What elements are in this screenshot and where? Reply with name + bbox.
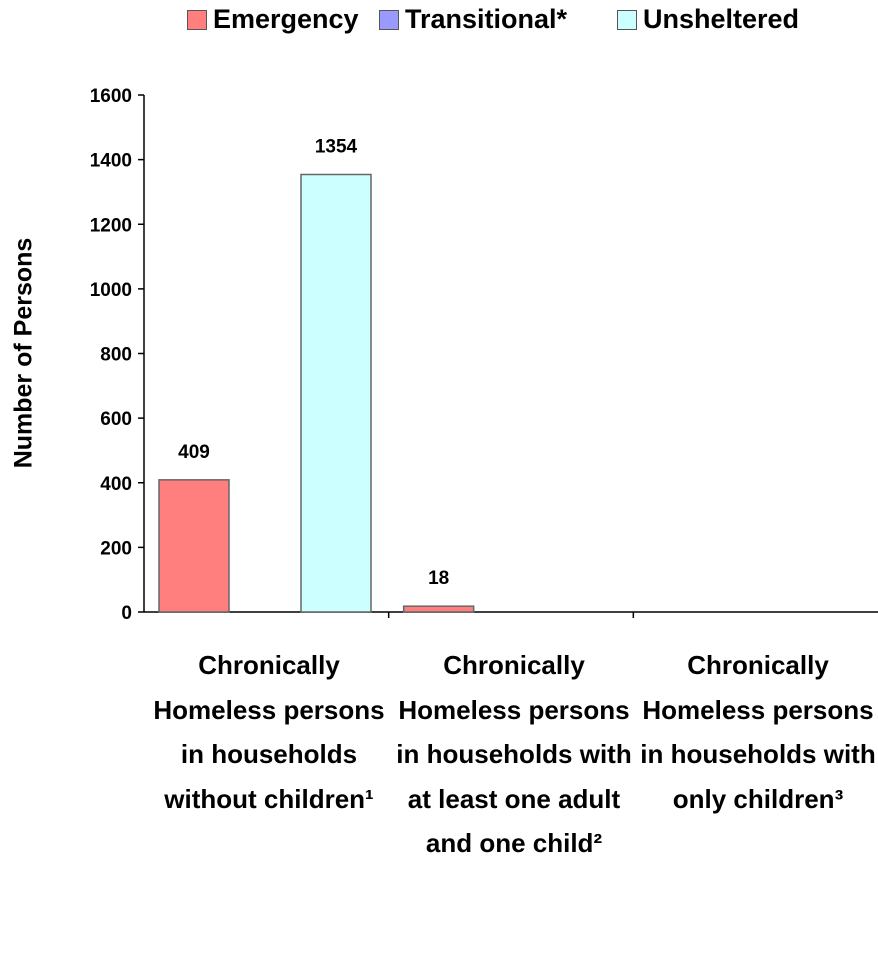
legend-swatch-emergency: [187, 9, 207, 30]
category-label-households-with-adult-and-child: Chronically Homeless persons in househol…: [396, 650, 632, 858]
y-tick-label: 1200: [90, 215, 132, 236]
legend-swatch-unsheltered: [617, 9, 637, 30]
y-tick-label: 800: [100, 345, 132, 366]
legend-label-transitional: Transitional*: [405, 4, 568, 34]
y-tick-label: 1000: [90, 280, 132, 301]
y-tick-label: 600: [100, 409, 132, 430]
legend-item-emergency: Emergency: [187, 4, 359, 35]
bar-emergency-1: [402, 605, 475, 613]
legend-swatch-transitional: [379, 9, 399, 30]
category-label-households-with-only-children: Chronically Homeless persons in househol…: [640, 650, 876, 814]
data-label: 1354: [315, 136, 358, 157]
y-tick-label: 200: [100, 538, 132, 559]
category-label-households-without-children: Chronically Homeless persons in househol…: [153, 650, 385, 814]
bar-unsheltered-0: [300, 173, 372, 613]
legend: Emergency Transitional* Unsheltered: [0, 4, 878, 44]
y-tick-label: 0: [121, 603, 132, 624]
data-label: 409: [178, 442, 210, 463]
legend-item-transitional: Transitional*: [379, 4, 567, 35]
y-tick-label: 1400: [90, 151, 132, 172]
y-tick-label: 400: [100, 474, 132, 495]
y-tick-label: 1600: [90, 86, 132, 107]
legend-item-unsheltered: Unsheltered: [617, 4, 799, 35]
bar-emergency-0: [158, 479, 230, 613]
legend-label-emergency: Emergency: [213, 4, 359, 34]
legend-label-unsheltered: Unsheltered: [643, 4, 800, 34]
data-label: 18: [428, 568, 449, 589]
